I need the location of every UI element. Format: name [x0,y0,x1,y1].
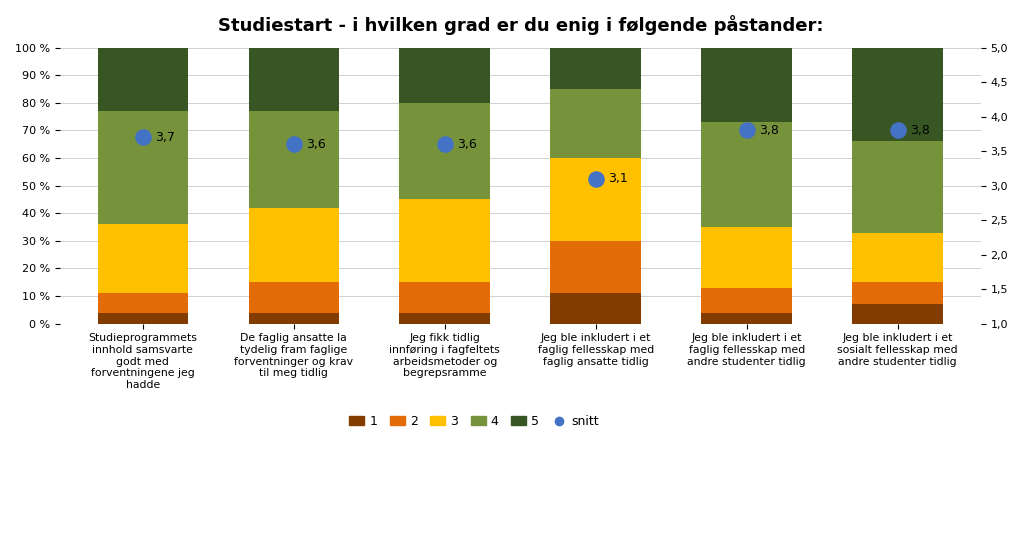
Bar [400,313,490,323]
Legend: 1, 2, 3, 4, 5, snitt: 1, 2, 3, 4, 5, snitt [345,410,604,433]
Text: 3,8: 3,8 [759,124,779,137]
Bar [249,208,339,282]
Bar [400,103,490,199]
Point [285,140,302,149]
Point [437,140,453,149]
Bar [97,313,188,323]
Bar [97,111,188,224]
Bar [852,141,943,232]
Bar [400,282,490,313]
Bar [550,47,641,89]
Bar [702,313,792,323]
Text: 3,7: 3,7 [154,131,175,144]
Bar [249,111,339,208]
Bar [550,241,641,293]
Text: 3,8: 3,8 [909,124,930,137]
Bar [852,232,943,282]
Bar [852,47,943,141]
Bar [550,89,641,158]
Point [135,133,151,142]
Bar [852,305,943,323]
Bar [400,47,490,103]
Bar [97,293,188,313]
Bar [702,47,792,122]
Bar [702,288,792,313]
Text: 3,6: 3,6 [457,138,477,151]
Bar [702,227,792,288]
Point [889,126,905,135]
Bar [550,293,641,323]
Text: 3,6: 3,6 [306,138,325,151]
Title: Studiestart - i hvilken grad er du enig i følgende påstander:: Studiestart - i hvilken grad er du enig … [218,15,822,35]
Bar [550,158,641,241]
Bar [400,199,490,282]
Point [587,175,604,183]
Bar [97,224,188,293]
Bar [249,282,339,313]
Bar [852,282,943,305]
Point [739,126,755,135]
Bar [249,313,339,323]
Bar [97,47,188,111]
Text: 3,1: 3,1 [608,172,627,185]
Bar [702,122,792,227]
Bar [249,47,339,111]
